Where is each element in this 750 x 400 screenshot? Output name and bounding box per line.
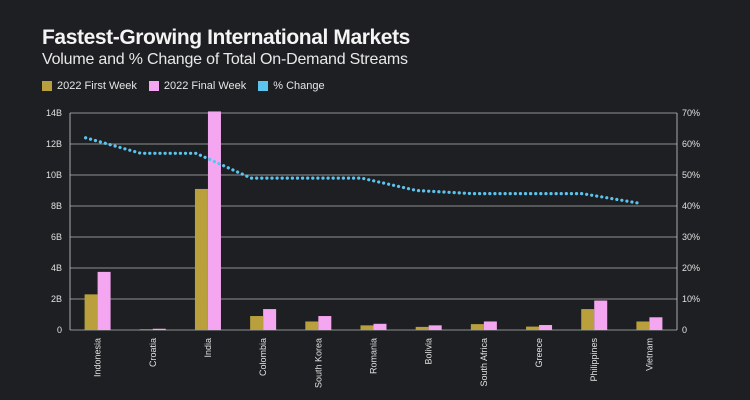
x-tick-label: Indonesia	[93, 338, 103, 377]
bar-first-week	[415, 326, 429, 330]
bar-final-week	[428, 325, 442, 330]
bar-final-week	[152, 328, 166, 330]
y-left-tick-label: 14B	[46, 108, 62, 118]
legend-label-final-week: 2022 Final Week	[163, 80, 247, 92]
x-tick-label: Bolivia	[424, 338, 434, 365]
legend-item-first-week: 2022 First Week	[42, 80, 137, 92]
x-tick-label: Croatia	[148, 338, 158, 367]
bar-first-week	[194, 188, 208, 330]
x-tick-label: India	[203, 338, 213, 358]
legend-swatch-pct-change	[258, 81, 269, 91]
legend-label-pct-change: % Change	[273, 80, 325, 92]
bar-final-week	[539, 325, 553, 330]
bar-first-week	[581, 309, 595, 330]
x-tick-label: Colombia	[258, 338, 268, 376]
bar-first-week	[526, 326, 540, 330]
y-right-tick-label: 30%	[682, 232, 700, 242]
y-right-tick-label: 50%	[682, 170, 700, 180]
legend-item-final-week: 2022 Final Week	[148, 80, 247, 92]
legend-label-first-week: 2022 First Week	[57, 80, 137, 92]
bar-first-week	[360, 325, 374, 330]
bar-final-week	[483, 321, 497, 330]
x-tick-label: South Korea	[313, 338, 323, 388]
bar-first-week	[636, 321, 650, 330]
bar-first-week	[305, 321, 319, 330]
y-left-tick-label: 2B	[51, 294, 62, 304]
y-right-tick-label: 20%	[682, 263, 700, 273]
bar-first-week	[84, 294, 98, 330]
x-tick-label: Romania	[369, 338, 379, 374]
y-left-tick-label: 12B	[46, 139, 62, 149]
bar-final-week	[263, 309, 277, 330]
y-right-tick-label: 0	[682, 325, 687, 335]
x-tick-label: Philippines	[589, 338, 599, 382]
y-left-tick-label: 10B	[46, 170, 62, 180]
chart-title: Fastest-Growing International Markets	[42, 26, 410, 49]
bar-first-week	[250, 316, 264, 330]
y-right-tick-label: 60%	[682, 139, 700, 149]
y-right-tick-label: 40%	[682, 201, 700, 211]
chart-legend: 2022 First Week 2022 Final Week % Change	[42, 80, 325, 92]
x-tick-label: Vietnam	[644, 338, 654, 371]
bar-final-week	[373, 323, 387, 330]
bar-first-week	[470, 324, 484, 330]
y-right-tick-label: 10%	[682, 294, 700, 304]
y-left-tick-label: 8B	[51, 201, 62, 211]
legend-item-pct-change: % Change	[258, 80, 325, 92]
y-right-tick-label: 70%	[682, 108, 700, 118]
legend-swatch-final-week	[148, 81, 159, 91]
x-tick-label: South Africa	[479, 338, 489, 387]
y-left-tick-label: 4B	[51, 263, 62, 273]
legend-swatch-first-week	[42, 81, 52, 91]
bar-final-week	[207, 111, 221, 330]
bar-final-week	[649, 317, 663, 330]
y-left-tick-label: 0	[57, 325, 62, 335]
bar-first-week	[139, 329, 153, 330]
bar-final-week	[318, 316, 332, 330]
chart-subtitle: Volume and % Change of Total On-Demand S…	[42, 51, 408, 68]
pct-change-line	[84, 136, 639, 205]
y-left-tick-label: 6B	[51, 232, 62, 242]
bar-final-week	[594, 300, 608, 330]
bar-final-week	[97, 271, 111, 330]
x-tick-label: Greece	[534, 338, 544, 368]
